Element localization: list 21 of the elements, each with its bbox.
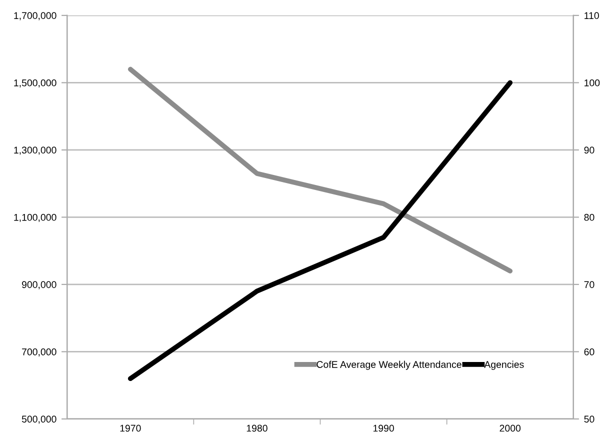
y2-tick-label: 70	[584, 281, 594, 288]
y2-tick-label: 90	[584, 146, 594, 154]
y2-tick-label: 100	[584, 79, 600, 86]
x-tick-label: 1990	[373, 424, 394, 432]
x-tick-label: 2000	[500, 424, 521, 432]
y2-tick-label: 50	[584, 416, 594, 423]
x-tick-label: 1980	[246, 424, 268, 432]
line-series	[128, 66, 513, 274]
y-tick-label: 1,100,000	[14, 214, 56, 222]
y-tick-label: 1,500,000	[14, 79, 56, 88]
y-tick-label: 500,000	[22, 416, 56, 424]
y-tick-label: 1,300,000	[14, 146, 56, 155]
y2-tick-label: 80	[584, 214, 594, 221]
legend-label: Agencies	[484, 360, 524, 370]
y2-tick-label: 110	[584, 12, 599, 20]
legend-label: CofE Average Weekly Attendance	[316, 360, 462, 370]
x-tick-label: 1970	[120, 424, 141, 432]
y-tick-label: 900,000	[22, 281, 56, 290]
y-tick-label: 1,700,000	[14, 12, 56, 20]
y-tick-label: 700,000	[22, 348, 56, 356]
y2-tick-label: 60	[584, 348, 594, 356]
